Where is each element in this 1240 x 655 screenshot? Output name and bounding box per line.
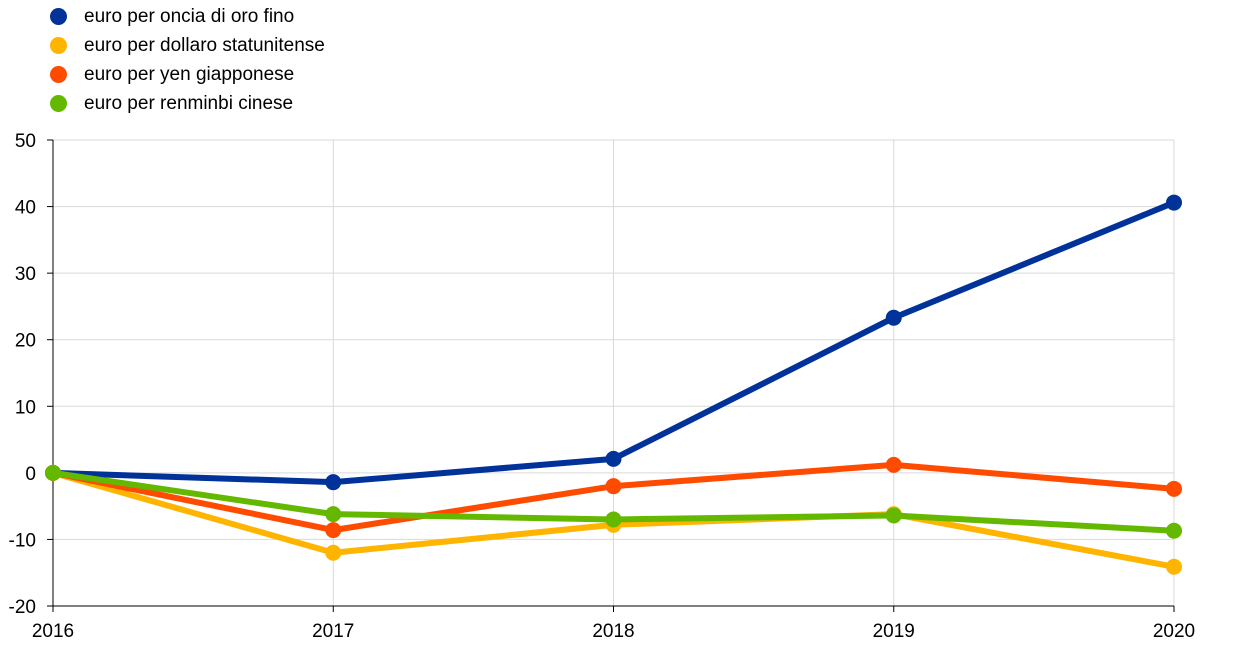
x-tick-label: 2017 <box>312 621 354 642</box>
data-point <box>1166 558 1182 575</box>
x-tick-label: 2019 <box>873 621 915 642</box>
x-tick-label: 2016 <box>32 621 74 642</box>
y-tick-label: -20 <box>9 597 36 618</box>
legend-label: euro per oncia di oro fino <box>84 5 295 27</box>
data-point <box>325 544 342 561</box>
y-tick-label: 50 <box>15 131 36 152</box>
series-lines <box>45 194 1182 575</box>
legend-label: euro per yen giapponese <box>84 63 295 85</box>
legend-item: euro per dollaro statunitense <box>50 31 325 60</box>
x-tick-label: 2018 <box>592 621 634 642</box>
y-tick-label: 30 <box>15 264 36 285</box>
data-point <box>325 474 342 491</box>
legend-marker <box>50 66 67 83</box>
legend-item: euro per renminbi cinese <box>50 89 325 118</box>
data-point <box>1166 480 1182 497</box>
data-point <box>885 309 902 326</box>
legend-item: euro per yen giapponese <box>50 60 325 89</box>
legend-marker <box>50 8 67 25</box>
data-point <box>45 464 61 481</box>
data-point <box>885 507 902 524</box>
series-group <box>45 464 1182 539</box>
legend-item: euro per oncia di oro fino <box>50 2 325 31</box>
y-tick-label: 0 <box>25 464 36 485</box>
x-tick-label: 2020 <box>1153 621 1195 642</box>
grid <box>53 139 1175 606</box>
legend-marker <box>50 95 67 112</box>
data-point <box>605 450 622 467</box>
chart-legend: euro per oncia di oro fino euro per dolla… <box>50 2 325 118</box>
data-point <box>885 456 902 473</box>
legend-marker <box>50 37 67 54</box>
tick-labels: -20 -10 0 10 20 30 40 50 2016 2017 2018 2019 2020 <box>9 131 1196 642</box>
data-point <box>325 522 342 539</box>
data-point <box>605 511 622 528</box>
data-point <box>1166 194 1182 211</box>
legend-label: euro per renminbi cinese <box>84 92 294 114</box>
axes <box>47 139 1175 612</box>
data-point <box>1166 522 1182 539</box>
y-tick-label: 40 <box>15 198 36 219</box>
legend-label: euro per dollaro statunitense <box>84 34 325 56</box>
y-tick-label: -10 <box>9 530 36 551</box>
y-tick-label: 10 <box>15 397 36 418</box>
data-point <box>325 506 342 523</box>
data-point <box>605 478 622 495</box>
y-tick-label: 20 <box>15 331 36 352</box>
